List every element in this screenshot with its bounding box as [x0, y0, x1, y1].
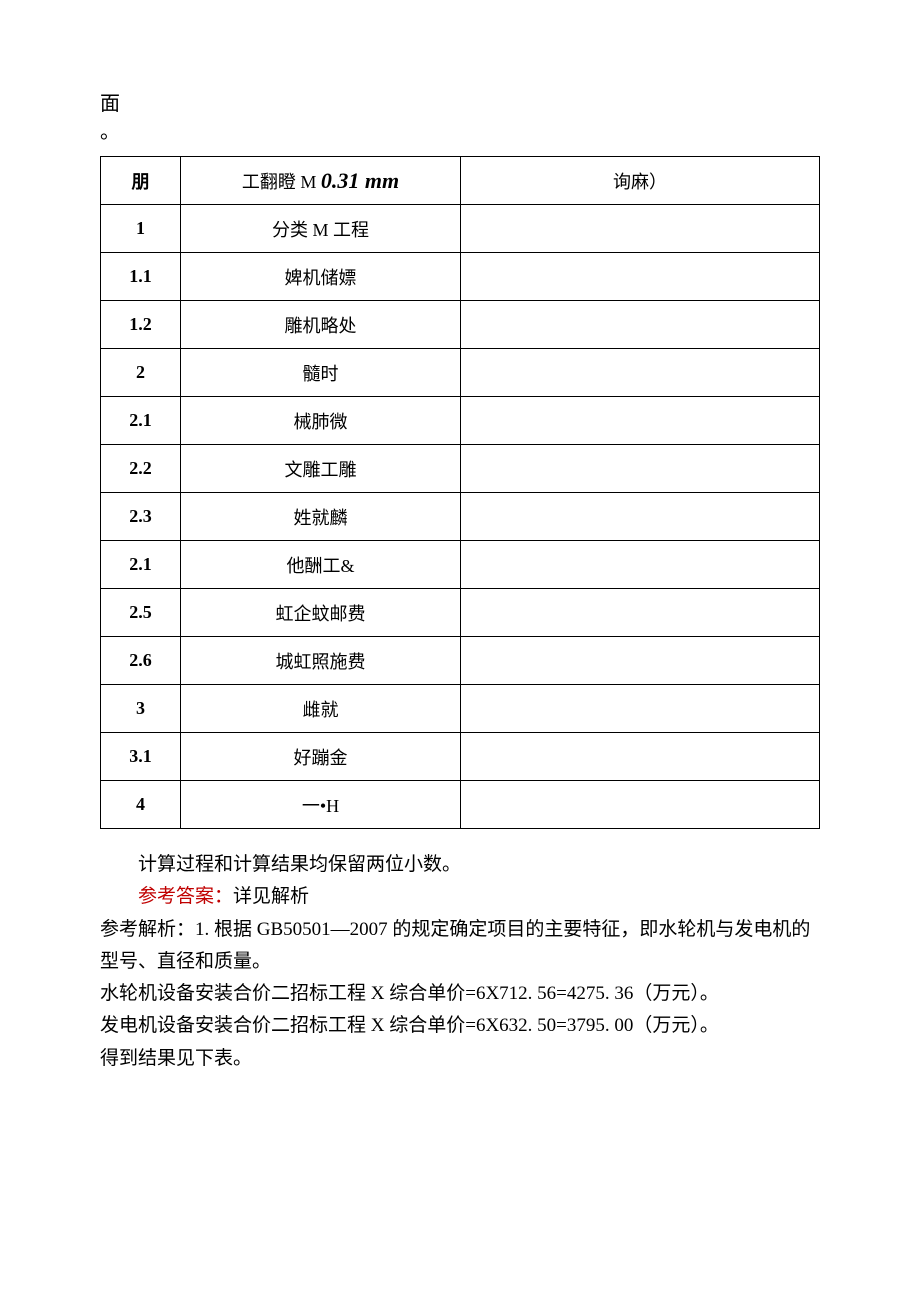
- row-num: 2: [101, 349, 181, 397]
- table-header-row: 朋 工翻瞪 M 0.31 mm 询麻）: [101, 157, 820, 205]
- row-empty: [461, 637, 820, 685]
- row-desc: 雕机略处: [181, 301, 461, 349]
- answer-text: 详见解析: [233, 886, 309, 907]
- row-empty: [461, 733, 820, 781]
- table-row: 2.1 械肺微: [101, 397, 820, 445]
- table-row: 1.1 婢机储嫖: [101, 253, 820, 301]
- row-num: 2.1: [101, 397, 181, 445]
- cost-table: 朋 工翻瞪 M 0.31 mm 询麻） 1 分类 M 工程 1.1 婢机储嫖 1…: [100, 156, 820, 829]
- header-col2-pre: 工翻瞪 M: [242, 172, 317, 192]
- row-num: 1.1: [101, 253, 181, 301]
- analysis-line2: 水轮机设备安装合价二招标工程 X 综合单价=6X712. 56=4275. 36…: [100, 978, 820, 1010]
- row-num: 1: [101, 205, 181, 253]
- table-row: 3.1 好蹦金: [101, 733, 820, 781]
- header-col2-mm: 0.31 mm: [321, 168, 399, 193]
- intro-line1: 面: [100, 90, 820, 118]
- row-empty: [461, 685, 820, 733]
- table-row: 2.2 文雕工雕: [101, 445, 820, 493]
- row-num: 2.3: [101, 493, 181, 541]
- row-empty: [461, 541, 820, 589]
- row-empty: [461, 589, 820, 637]
- row-num: 2.6: [101, 637, 181, 685]
- row-desc: 一•H: [181, 781, 461, 829]
- row-empty: [461, 445, 820, 493]
- header-col1: 朋: [101, 157, 181, 205]
- intro-text: 面 。: [100, 90, 820, 146]
- row-desc: 虹企蚊邮费: [181, 589, 461, 637]
- explanation-block: 计算过程和计算结果均保留两位小数。 参考答案：详见解析 参考解析：1. 根据 G…: [100, 849, 820, 1075]
- row-empty: [461, 301, 820, 349]
- row-num: 1.2: [101, 301, 181, 349]
- table-row: 1.2 雕机略处: [101, 301, 820, 349]
- row-num: 3: [101, 685, 181, 733]
- row-empty: [461, 349, 820, 397]
- analysis-line1: 参考解析：1. 根据 GB50501—2007 的规定确定项目的主要特征，即水轮…: [100, 914, 820, 979]
- row-num: 4: [101, 781, 181, 829]
- row-num: 3.1: [101, 733, 181, 781]
- header-col3: 询麻）: [461, 157, 820, 205]
- row-desc: 城虹照施费: [181, 637, 461, 685]
- table-row: 2.1 他酬工&: [101, 541, 820, 589]
- row-desc: 分类 M 工程: [181, 205, 461, 253]
- table-row: 2.6 城虹照施费: [101, 637, 820, 685]
- table-body: 朋 工翻瞪 M 0.31 mm 询麻） 1 分类 M 工程 1.1 婢机储嫖 1…: [101, 157, 820, 829]
- note-line: 计算过程和计算结果均保留两位小数。: [100, 849, 820, 881]
- row-desc: 他酬工&: [181, 541, 461, 589]
- row-empty: [461, 781, 820, 829]
- row-desc: 髓时: [181, 349, 461, 397]
- row-empty: [461, 205, 820, 253]
- row-desc: 姓就麟: [181, 493, 461, 541]
- header-col2: 工翻瞪 M 0.31 mm: [181, 157, 461, 205]
- table-row: 1 分类 M 工程: [101, 205, 820, 253]
- answer-line: 参考答案：详见解析: [100, 881, 820, 913]
- analysis-line4: 得到结果见下表。: [100, 1043, 820, 1075]
- row-num: 2.5: [101, 589, 181, 637]
- row-empty: [461, 397, 820, 445]
- table-row: 2 髓时: [101, 349, 820, 397]
- row-empty: [461, 253, 820, 301]
- row-desc: 雌就: [181, 685, 461, 733]
- table-row: 2.5 虹企蚊邮费: [101, 589, 820, 637]
- row-desc: 械肺微: [181, 397, 461, 445]
- table-row: 2.3 姓就麟: [101, 493, 820, 541]
- row-desc: 婢机储嫖: [181, 253, 461, 301]
- row-desc: 文雕工雕: [181, 445, 461, 493]
- row-num: 2.1: [101, 541, 181, 589]
- answer-prefix: 参考答案：: [138, 886, 233, 907]
- table-row: 4 一•H: [101, 781, 820, 829]
- row-num: 2.2: [101, 445, 181, 493]
- table-row: 3 雌就: [101, 685, 820, 733]
- analysis-line3: 发电机设备安装合价二招标工程 X 综合单价=6X632. 50=3795. 00…: [100, 1010, 820, 1042]
- row-empty: [461, 493, 820, 541]
- intro-line2: 。: [100, 118, 820, 146]
- row-desc: 好蹦金: [181, 733, 461, 781]
